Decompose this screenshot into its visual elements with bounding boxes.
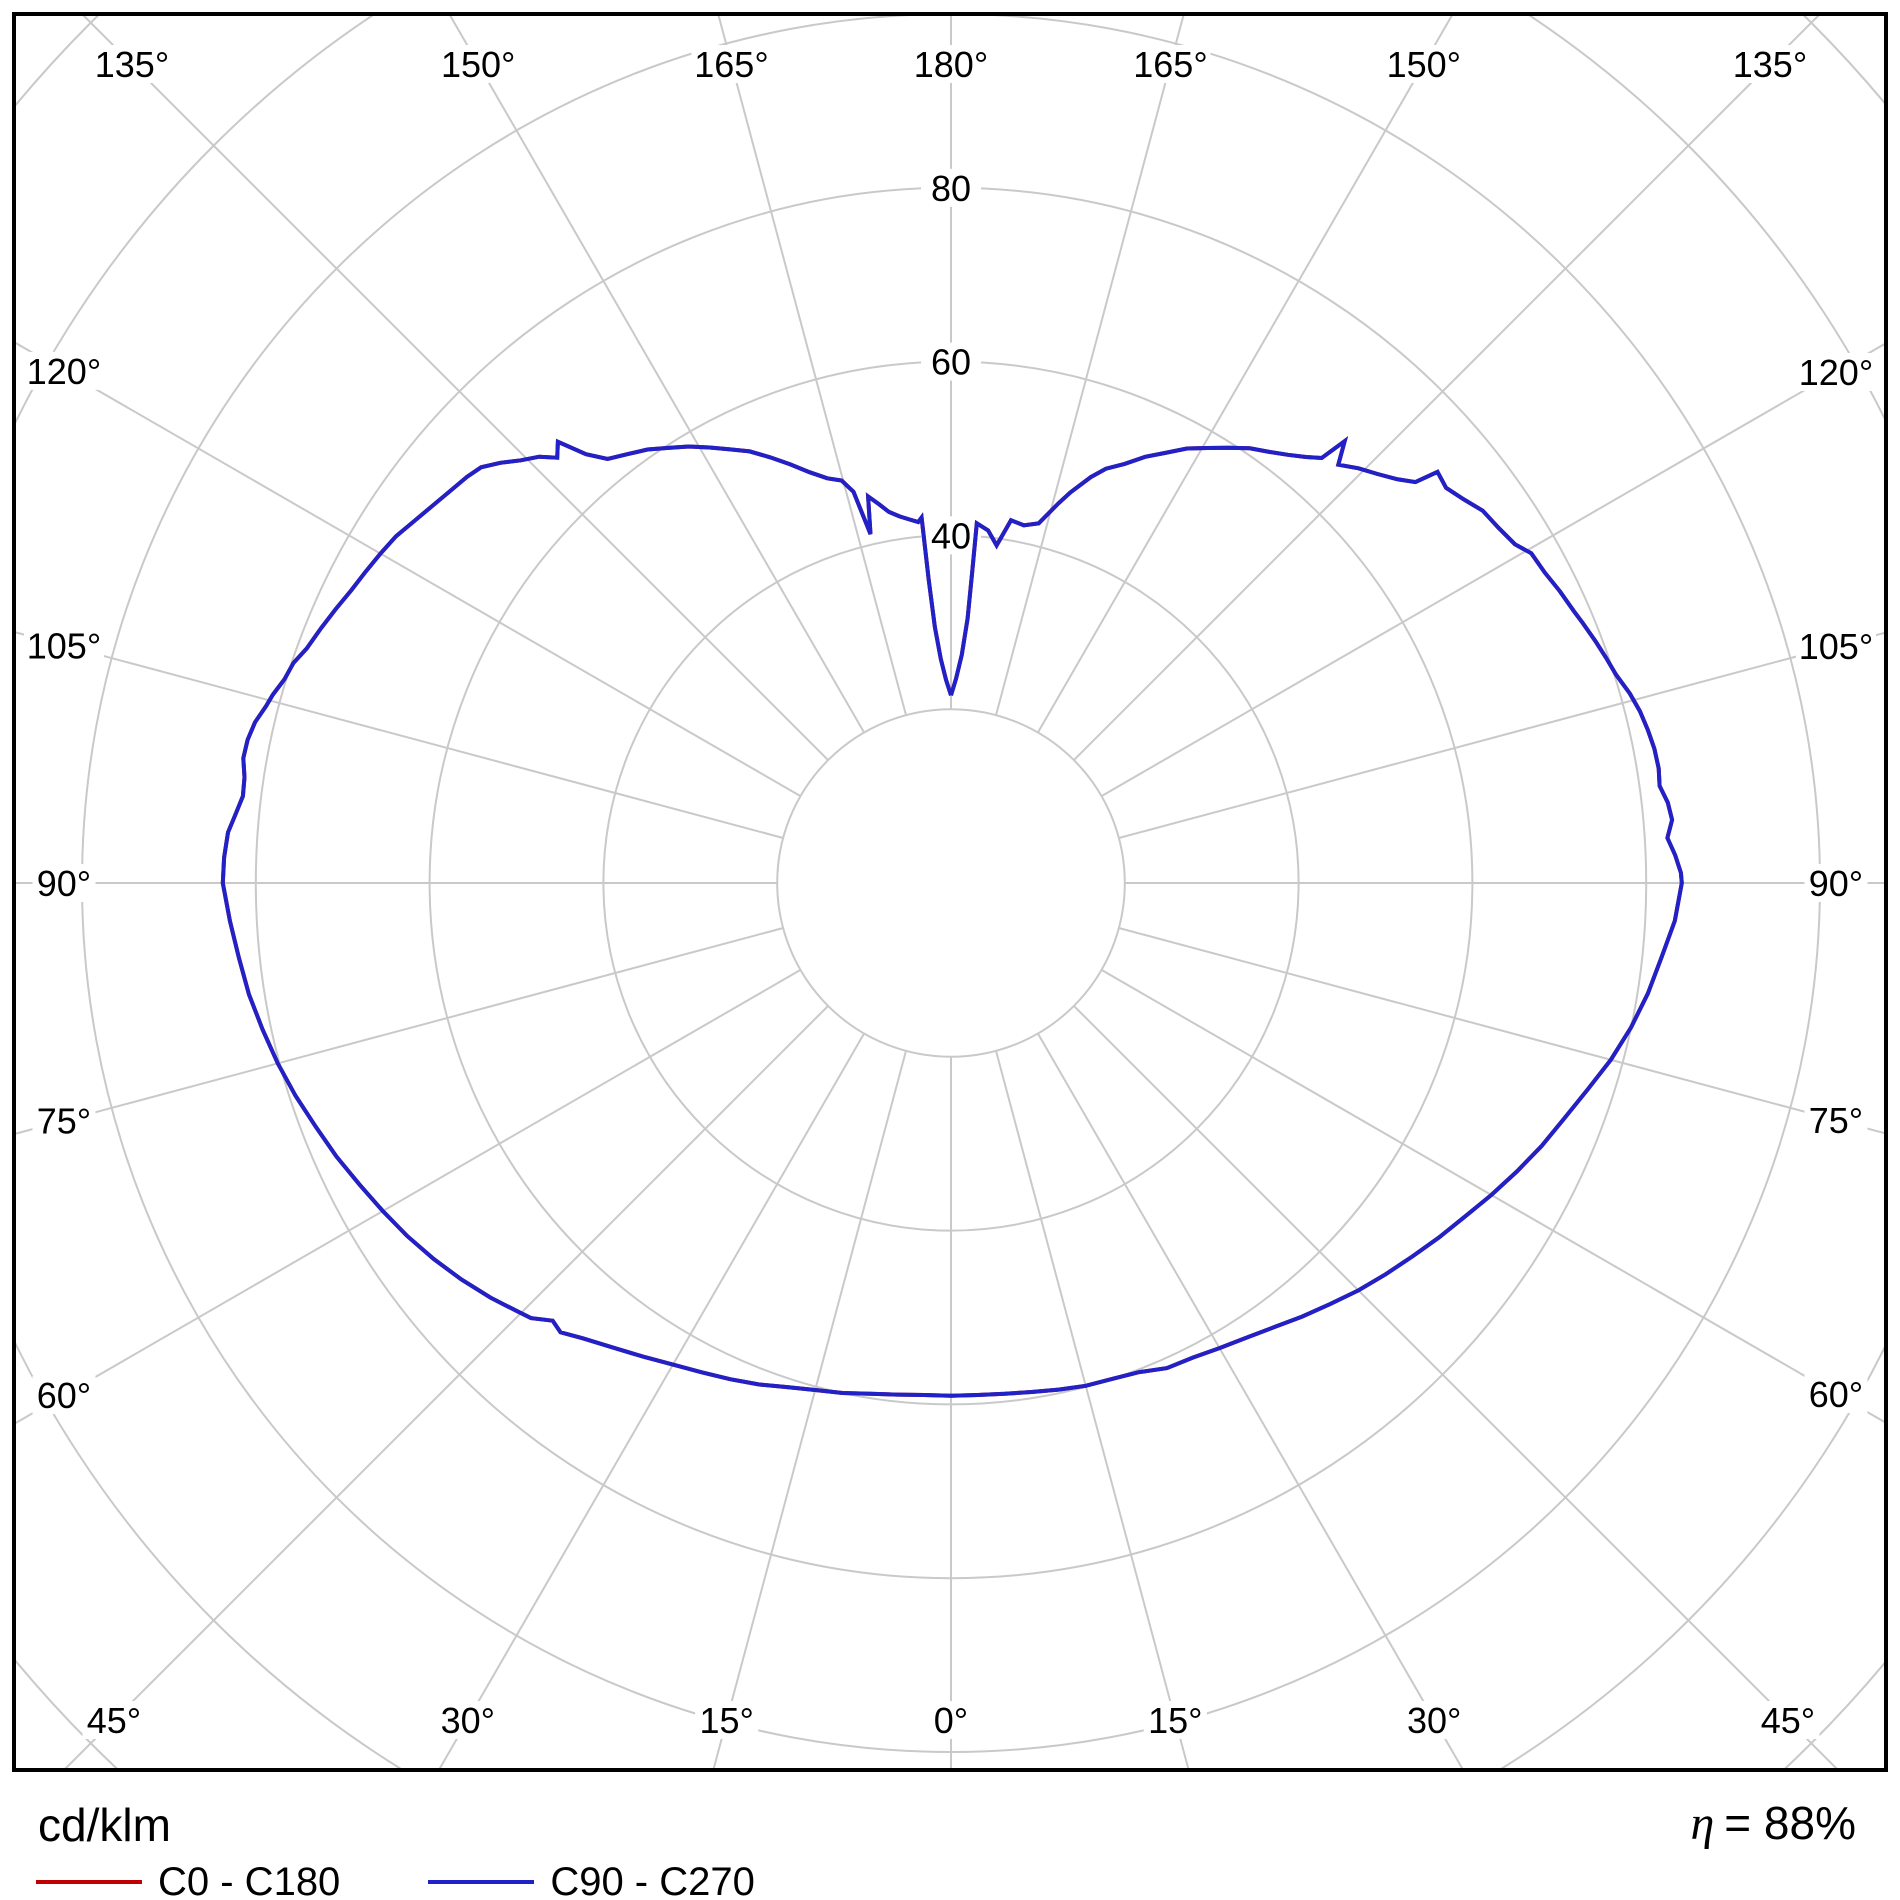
angle-label-chip [695, 1701, 759, 1739]
angle-label-chip [691, 45, 772, 83]
angle-label: 90° [37, 863, 91, 904]
radial-label-chip [921, 516, 981, 555]
angle-label-chip [911, 45, 991, 83]
angle-label: 60° [1809, 1374, 1863, 1415]
legend-swatch-c90-c270 [428, 1880, 535, 1884]
eta-value: = 88% [1724, 1797, 1856, 1849]
angle-label-chip [1383, 45, 1464, 83]
legend-label-c90-c270: C90 - C270 [550, 1860, 755, 1900]
chart-footer: cd/klm η = 88% C0 - C180 C90 - C270 [0, 1774, 1900, 1900]
radial-tick-label: 80 [931, 168, 971, 209]
radial-label-chip [921, 342, 981, 381]
angle-label: 75° [37, 1101, 91, 1142]
angle-label-chip [32, 864, 96, 902]
angle-label: 105° [1799, 626, 1873, 667]
angle-label-chip [1804, 864, 1868, 902]
radial-tick-labels: 40 60 80 [921, 168, 981, 556]
angle-labels: 0° 15° 30° 45° 60° 75° 90° 105° 120° 135° 150° 165°… [24, 44, 1876, 1741]
angle-label: 0° [934, 1700, 968, 1741]
unit-label: cd/klm [38, 1799, 171, 1851]
angle-label-chip [1730, 45, 1810, 83]
angle-label: 165° [694, 44, 768, 85]
legend-swatch-c0-c180 [36, 1880, 142, 1884]
angle-label-chip [1130, 45, 1211, 83]
legend: C0 - C180 C90 - C270 [36, 1862, 755, 1900]
angle-label-chip [24, 351, 104, 390]
angle-label-chip [1143, 1701, 1207, 1739]
angle-label: 135° [95, 44, 169, 85]
angle-label-chip [438, 45, 519, 83]
angle-label-chip [1804, 1101, 1868, 1140]
angle-label: 120° [1799, 352, 1873, 393]
angle-label-chip [82, 1701, 146, 1739]
angle-label-chip [92, 45, 172, 83]
angle-label: 120° [27, 351, 101, 392]
angle-label-chip [32, 1376, 96, 1415]
angle-label: 15° [699, 1700, 753, 1741]
angle-label: 90° [1809, 863, 1863, 904]
angle-label-chip [24, 626, 104, 665]
radial-tick-label: 40 [931, 515, 971, 556]
eta-symbol: η [1690, 1797, 1715, 1850]
angle-label-chip [1796, 353, 1876, 391]
angle-label: 30° [441, 1700, 495, 1741]
angle-label: 135° [1733, 44, 1807, 85]
efficiency-label: η = 88% [1690, 1800, 1856, 1848]
radial-label-chip [921, 168, 981, 207]
angle-label: 30° [1407, 1700, 1461, 1741]
angle-label-chip [436, 1701, 500, 1739]
angle-label: 45° [87, 1700, 141, 1741]
angle-label-chip [1756, 1701, 1820, 1739]
angle-label: 150° [1387, 44, 1461, 85]
angle-label-chip [1402, 1701, 1466, 1739]
angle-label-chip [1796, 626, 1876, 665]
legend-label-c0-c180: C0 - C180 [158, 1860, 341, 1900]
angle-label: 15° [1148, 1700, 1202, 1741]
angle-label: 45° [1761, 1700, 1815, 1741]
angle-label: 60° [37, 1375, 91, 1416]
angle-label: 165° [1133, 44, 1207, 85]
angle-label: 105° [27, 625, 101, 666]
angle-label: 180° [914, 44, 988, 85]
radial-tick-label: 60 [931, 342, 971, 383]
angle-label-chip [928, 1701, 974, 1739]
c90-c270-curve [220, 436, 1684, 1398]
angle-label-chip [1804, 1375, 1868, 1413]
angle-label: 150° [441, 44, 515, 85]
angle-label-chip [32, 1101, 96, 1140]
plot-border [12, 12, 1888, 1772]
angle-label: 75° [1809, 1100, 1863, 1141]
